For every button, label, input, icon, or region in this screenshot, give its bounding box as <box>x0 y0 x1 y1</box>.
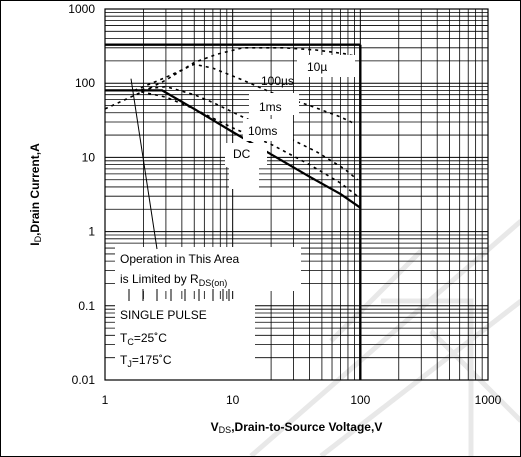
plot-border <box>104 8 489 381</box>
x-tick-label: 1000 <box>475 393 502 407</box>
label-10ms: 10ms <box>248 124 277 138</box>
y-axis-label-rest: ,Drain Current,A <box>28 143 42 236</box>
label-tc-value: =25˚C <box>134 331 167 345</box>
label-single-pulse: SINGLE PULSE <box>120 308 207 322</box>
y-tick-label: 10 <box>82 150 96 164</box>
x-axis-label-rest: ,Drain-to-Source Voltage,V <box>231 420 382 434</box>
x-tick-label: 10 <box>226 393 240 407</box>
label-area-line1: Operation in This Area <box>120 252 240 266</box>
x-axis-label: VDS,Drain-to-Source Voltage,V <box>211 420 383 435</box>
label-backdrop <box>225 143 267 167</box>
y-axis-label-sub: D <box>33 235 43 242</box>
label-backdrop <box>229 167 259 189</box>
y-axis-label: ID,Drain Current,A <box>28 143 43 246</box>
y-axis-label-main: I <box>28 242 42 245</box>
leader-line <box>130 78 158 250</box>
label-tj: TJ=175˚C <box>120 353 172 369</box>
y-tick-label: 1000 <box>68 2 95 16</box>
y-tick-label: 1 <box>88 225 95 239</box>
label-10us: 10µ <box>307 60 327 74</box>
x-tick-label: 100 <box>350 393 370 407</box>
label-backdrop <box>115 299 255 381</box>
label-1ms: 1ms <box>259 100 282 114</box>
series-10-line <box>104 46 356 110</box>
tick-labels: 1 10 100 1000 0.01 0.1 1 10 100 1000 <box>68 2 501 407</box>
label-backdrop <box>249 93 299 115</box>
label-tc: TC=25˚C <box>120 331 167 347</box>
label-tj-value: =175˚C <box>132 353 172 367</box>
y-tick-label: 0.01 <box>72 373 96 387</box>
label-rdson-sub: DS(on) <box>199 278 228 288</box>
label-backdrop <box>297 55 355 77</box>
label-backdrop <box>243 119 293 141</box>
y-tick-label: 100 <box>75 76 95 90</box>
y-tick-label: 0.1 <box>78 299 95 313</box>
label-tc-sub: C <box>127 337 134 347</box>
x-axis-label-main: V <box>211 420 219 434</box>
series-100s-line <box>134 63 357 125</box>
x-axis-label-sub: DS <box>219 425 232 435</box>
x-tick-label: 1 <box>102 393 109 407</box>
label-dc: DC <box>233 147 251 161</box>
series-1ms-line <box>134 85 359 181</box>
label-backdrop <box>115 247 301 291</box>
label-100us: 100µs <box>261 74 294 88</box>
label-tj-sub: J <box>127 359 132 369</box>
